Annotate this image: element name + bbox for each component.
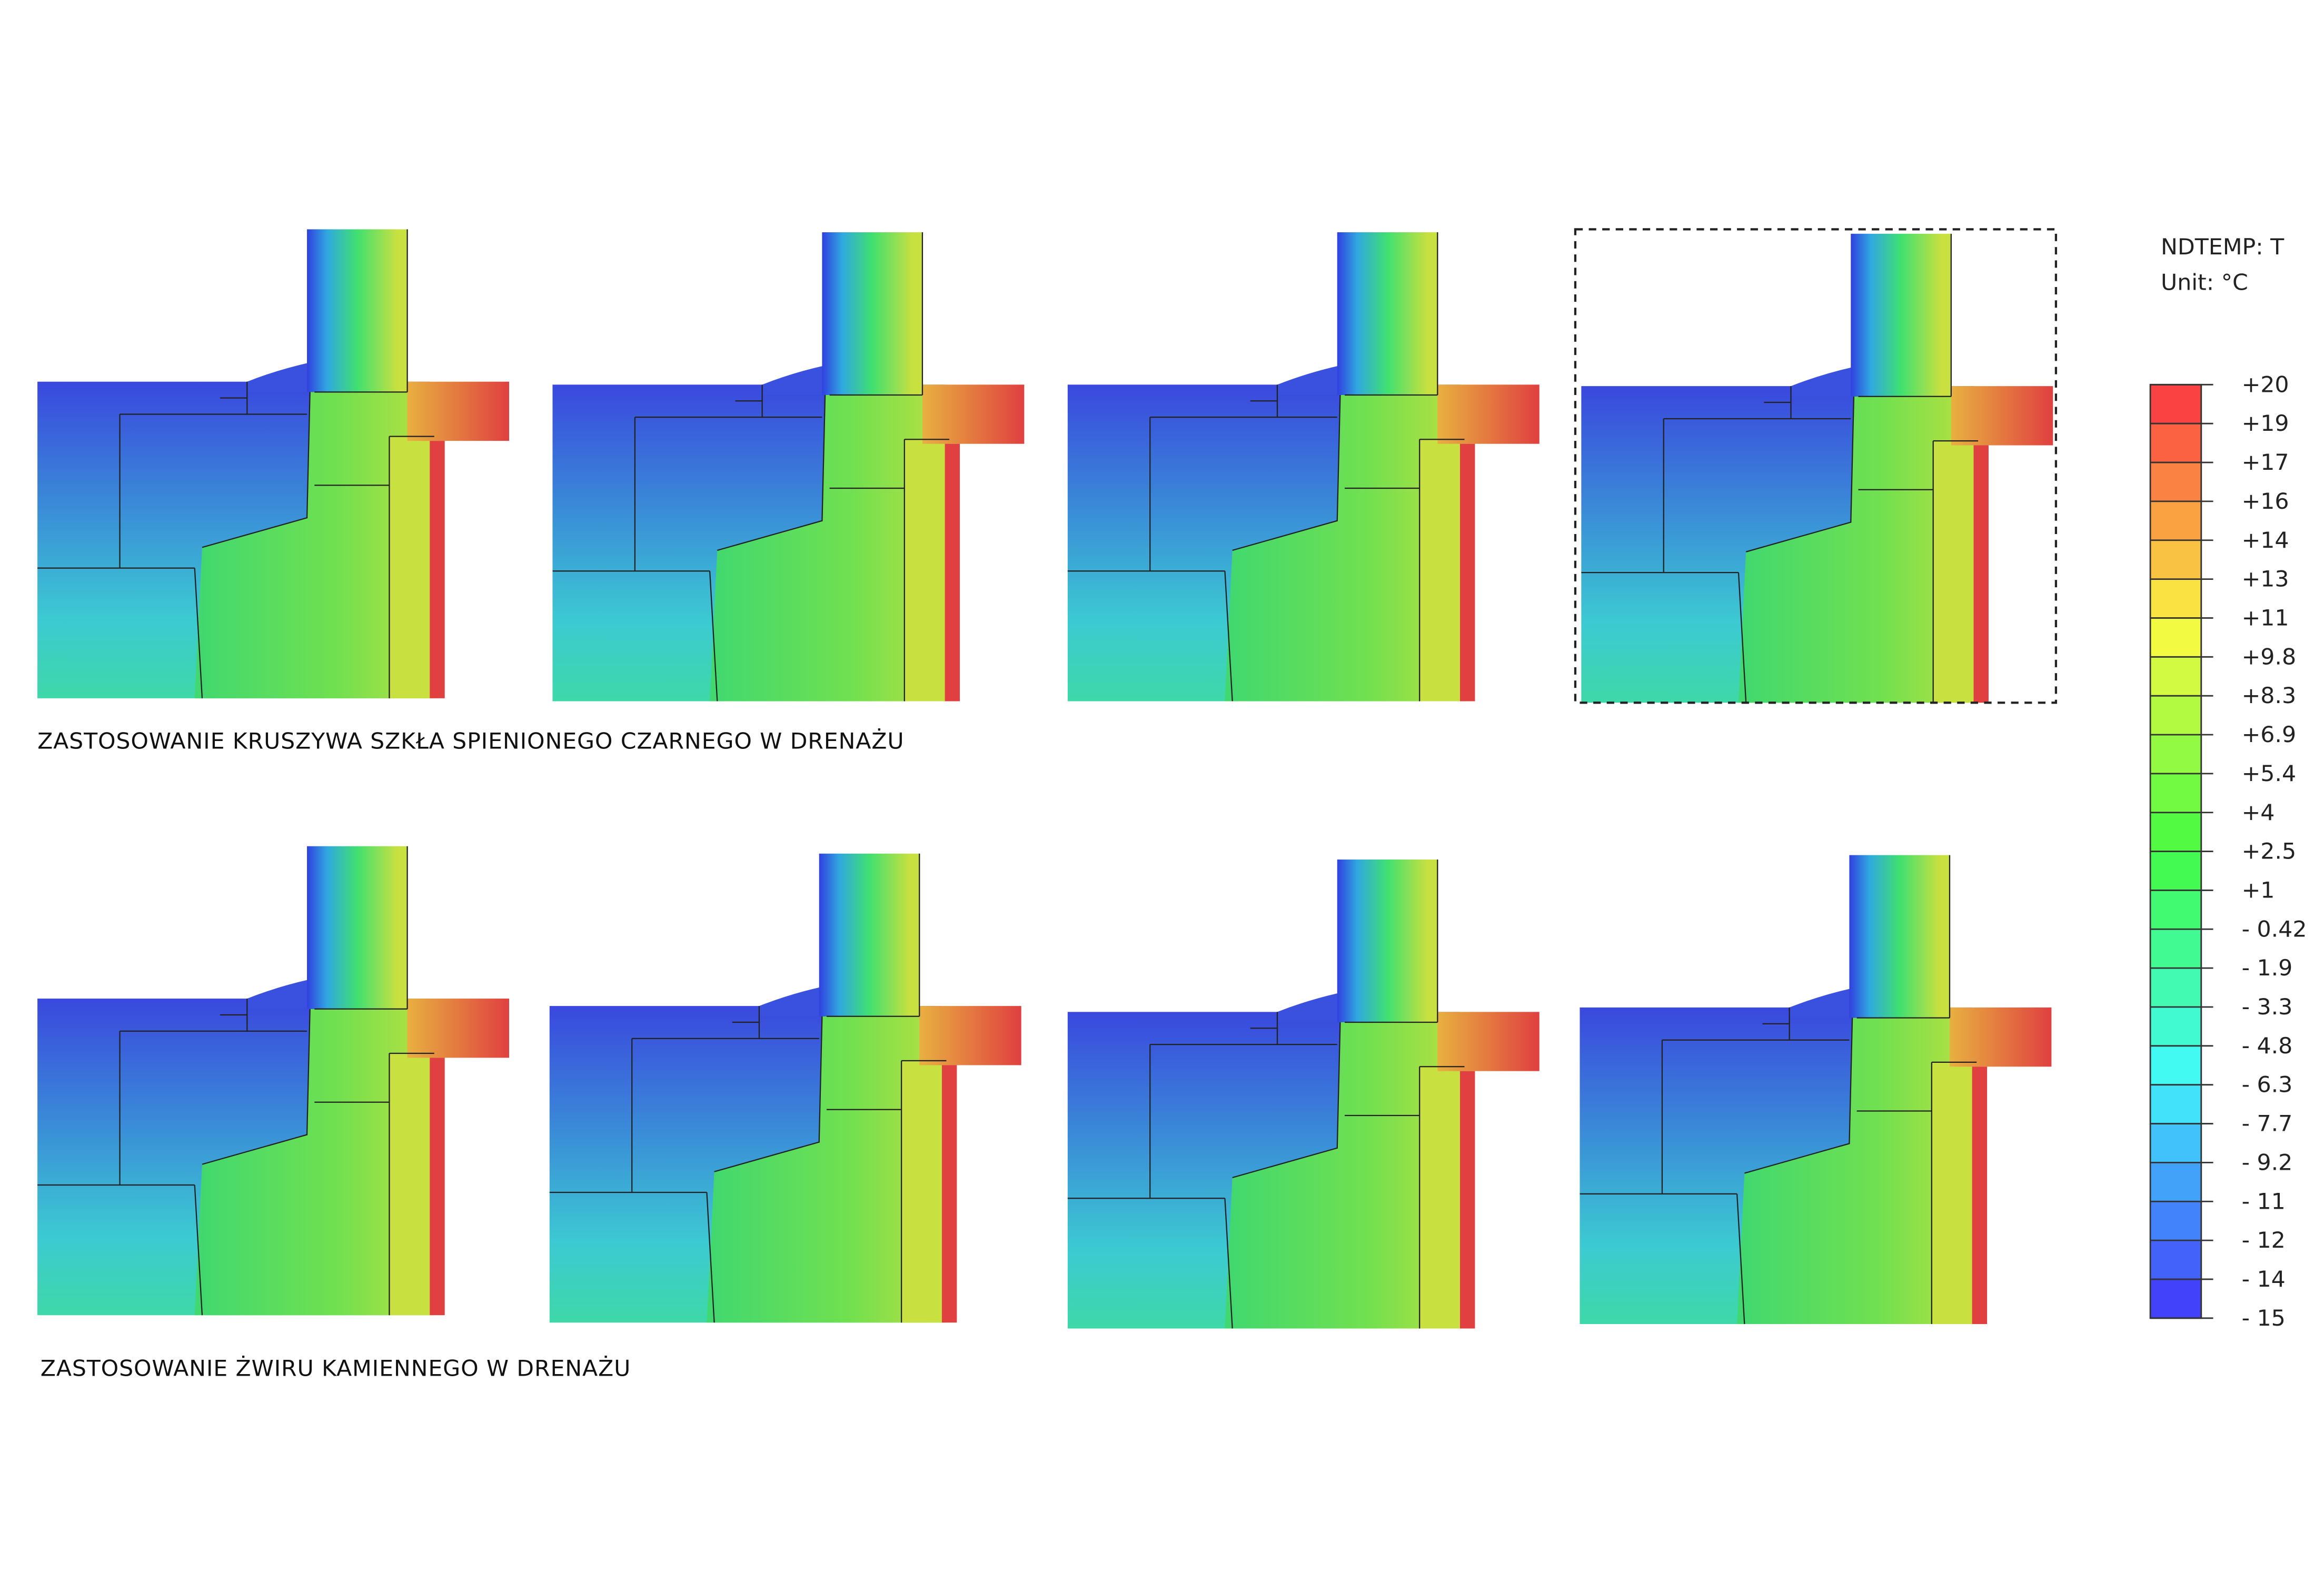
legend-label: - 9.2 [2242, 1150, 2293, 1176]
legend-swatch [2150, 773, 2201, 813]
thermal-panel [36, 845, 510, 1316]
legend-label: +1 [2242, 877, 2275, 903]
thermal-panel [36, 229, 510, 699]
legend-swatch [2150, 929, 2201, 969]
legend-swatch [2150, 579, 2201, 618]
legend-label: +11 [2242, 605, 2289, 631]
row-caption: ZASTOSOWANIE ŻWIRU KAMIENNEGO W DRENAŻU [41, 1355, 631, 1381]
legend-label: - 7.7 [2242, 1111, 2293, 1137]
legend-label: - 14 [2242, 1266, 2286, 1292]
legend-label: - 15 [2242, 1305, 2286, 1331]
row-caption: ZASTOSOWANIE KRUSZYWA SZKŁA SPIENIONEGO … [37, 728, 904, 754]
legend-swatch [2150, 1201, 2201, 1241]
legend-label: - 4.8 [2242, 1033, 2293, 1059]
legend-label: +19 [2242, 410, 2289, 436]
thermal-panel [1579, 854, 2052, 1325]
legend-swatch [2150, 540, 2201, 579]
legend-label: +13 [2242, 566, 2289, 592]
legend-label: +14 [2242, 527, 2289, 553]
legend-swatch [2150, 968, 2201, 1007]
thermal-panel [1067, 231, 1540, 702]
legend-swatch [2150, 696, 2201, 735]
legend-swatch [2150, 1123, 2201, 1163]
legend-swatch [2150, 1006, 2201, 1046]
thermal-panel [1067, 858, 1540, 1329]
legend-label: +5.4 [2242, 761, 2297, 786]
legend-label: +17 [2242, 449, 2289, 475]
legend-swatch [2150, 618, 2201, 657]
legend-label: - 0.42 [2242, 916, 2307, 942]
legend-swatch [2150, 890, 2201, 930]
legend: +20 +19 +17 +16 +14 +13 +11 +9.8 +8.3 +6.9 +5.4 +4 +… [2149, 372, 2307, 1331]
legend-swatch [2150, 851, 2201, 891]
legend-swatch [2150, 1084, 2201, 1124]
thermal-panel [549, 853, 1022, 1324]
legend-swatch [2150, 1279, 2201, 1318]
legend-swatch [2150, 384, 2201, 424]
legend-label: +20 [2242, 372, 2289, 398]
legend-label: +2.5 [2242, 838, 2297, 864]
legend-swatch [2150, 812, 2201, 852]
legend-swatch [2150, 735, 2201, 774]
legend-label: +8.3 [2242, 683, 2297, 708]
legend-swatch [2150, 1045, 2201, 1085]
legend-swatch [2150, 501, 2201, 540]
legend-title: NDTEMP: T [2161, 234, 2285, 260]
legend-label: - 12 [2242, 1227, 2286, 1253]
legend-label: - 6.3 [2242, 1072, 2293, 1098]
thermal-panel [552, 231, 1025, 702]
legend-label: +6.9 [2242, 722, 2297, 747]
legend-swatch [2150, 462, 2201, 501]
legend-label: +16 [2242, 488, 2289, 514]
legend-unit: Unit: °C [2161, 270, 2248, 295]
legend-swatch [2150, 1162, 2201, 1202]
legend-label: - 11 [2242, 1189, 2286, 1214]
legend-swatch [2150, 423, 2201, 463]
legend-swatch [2150, 1240, 2201, 1279]
highlight-box [1574, 228, 2058, 704]
legend-label: +4 [2242, 799, 2275, 825]
legend-label: - 1.9 [2242, 955, 2293, 981]
legend-swatch [2150, 657, 2201, 696]
legend-label: +9.8 [2242, 644, 2297, 670]
thermal-panel [1581, 233, 2054, 704]
legend-label: - 3.3 [2242, 994, 2293, 1020]
